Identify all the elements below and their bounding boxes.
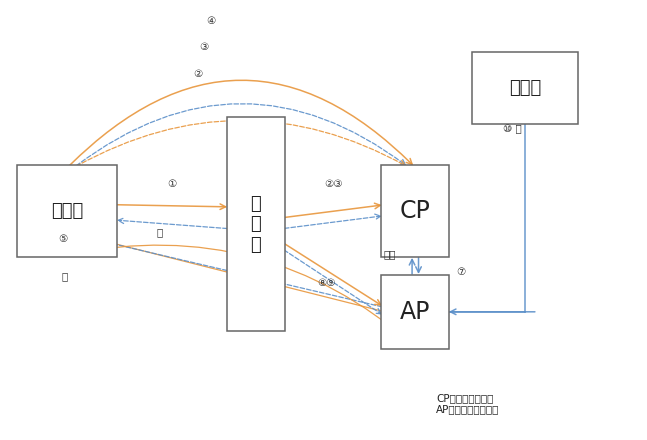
Text: ⑦: ⑦: [455, 267, 465, 277]
Text: 投稿者: 投稿者: [509, 79, 541, 97]
Text: ③: ③: [200, 42, 209, 52]
Text: ⑩ ⑬: ⑩ ⑬: [503, 125, 521, 135]
Text: 申立人: 申立人: [51, 202, 83, 220]
Text: ⑤: ⑤: [58, 234, 67, 244]
Text: ⑪⑫: ⑪⑫: [383, 249, 396, 259]
FancyBboxPatch shape: [382, 275, 449, 349]
Text: CP＝サイト管理者: CP＝サイト管理者: [436, 394, 494, 403]
FancyBboxPatch shape: [472, 51, 578, 124]
Text: CP: CP: [400, 199, 431, 223]
Text: ②: ②: [193, 69, 203, 78]
FancyBboxPatch shape: [227, 117, 285, 331]
Text: AP＝接続プロバイダ: AP＝接続プロバイダ: [436, 404, 499, 414]
Text: ①: ①: [168, 179, 177, 189]
Text: ④: ④: [206, 16, 215, 26]
FancyBboxPatch shape: [382, 165, 449, 257]
Text: AP: AP: [400, 300, 430, 324]
Text: ⑭: ⑭: [61, 271, 67, 281]
Text: ⑧⑨: ⑧⑨: [318, 278, 336, 288]
FancyBboxPatch shape: [17, 165, 117, 257]
Text: ⑪: ⑪: [156, 227, 162, 237]
Text: ②③: ②③: [324, 179, 342, 189]
Text: 裁
判
所: 裁 判 所: [250, 194, 261, 254]
